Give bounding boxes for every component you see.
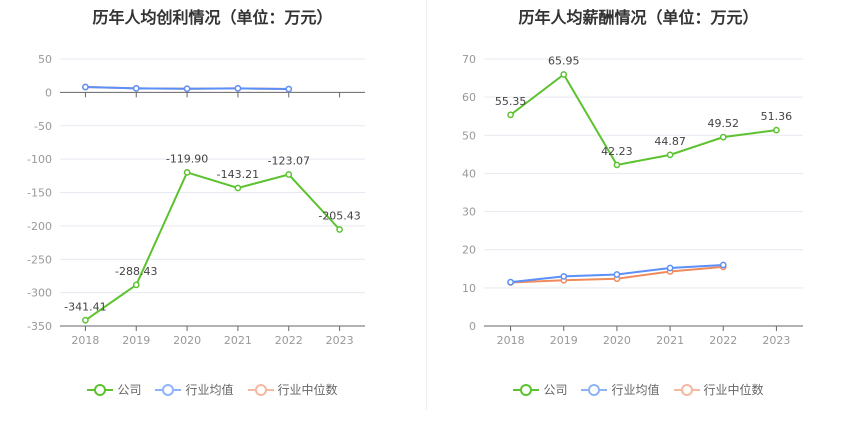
data-point	[507, 111, 514, 119]
x-tick-label: 2019	[122, 334, 150, 347]
data-point	[666, 264, 674, 272]
x-tick-label: 2019	[550, 334, 578, 347]
data-point	[132, 85, 140, 92]
data-label: -205.43	[318, 209, 360, 222]
profit-chart-panel: 历年人均创利情况（单位：万元） 50 0 -50 -100 -150 -200 -250 -3…	[0, 8, 425, 398]
x-tick-label: 2023	[326, 334, 354, 347]
data-point	[183, 169, 191, 176]
y-tick-label: -50	[34, 120, 52, 133]
data-point	[82, 83, 89, 91]
salary-chart-plot: 70 60 50 40 30 20 10 0 2018 2019 2020 2021 2022 2023 5…	[462, 53, 803, 347]
legend-company-marker-icon	[87, 383, 114, 397]
y-tick-label: -150	[27, 187, 52, 200]
y-tick-label: -250	[27, 253, 52, 266]
x-tick-label: 2022	[275, 334, 303, 347]
data-point	[560, 273, 568, 280]
chart-title: 历年人均创利情况（单位：万元）	[92, 8, 333, 27]
legend-label: 行业中位数	[277, 383, 338, 397]
legend-median-marker-icon	[247, 383, 274, 397]
legend-label: 行业均值	[611, 383, 660, 397]
legend-label: 公司	[117, 383, 142, 397]
legend-company-marker-icon	[513, 383, 540, 397]
x-tick-label: 2020	[173, 334, 201, 347]
series-line-0	[84, 171, 341, 322]
y-tick-label: 10	[462, 282, 476, 295]
x-tick-label: 2020	[603, 334, 631, 347]
chart-title: 历年人均薪酬情况（单位：万元）	[518, 8, 759, 27]
data-label: -288.43	[115, 265, 157, 278]
salary-chart-panel: 历年人均薪酬情况（单位：万元） 70 60 50 40 30 20 10 0 2018 2019 2…	[427, 0, 850, 437]
y-tick-label: 0	[45, 86, 52, 99]
data-label: -123.07	[268, 155, 310, 168]
legend-label: 行业中位数	[703, 383, 764, 397]
data-label: -119.90	[166, 152, 208, 165]
y-tick-label: -100	[27, 153, 52, 166]
y-tick-label: -300	[27, 287, 52, 300]
data-label: 49.52	[708, 117, 740, 130]
legend-label: 行业均值	[185, 383, 234, 397]
legend-item-company[interactable]: 公司	[87, 381, 141, 398]
profit-chart-plot: 50 0 -50 -100 -150 -200 -250 -300 -350 2018 2019 20…	[27, 53, 365, 347]
x-tick-label: 2021	[656, 334, 684, 347]
data-point	[719, 261, 727, 269]
legend-median-marker-icon	[673, 383, 700, 397]
series-line-0	[509, 72, 777, 167]
y-tick-label: 50	[462, 129, 476, 142]
legend-label: 公司	[543, 383, 568, 397]
x-tick-label: 2018	[71, 334, 99, 347]
data-point	[613, 161, 621, 169]
data-label: -143.21	[217, 168, 259, 181]
panel-divider	[426, 0, 427, 410]
data-label: 44.87	[654, 135, 686, 148]
data-point	[507, 278, 514, 286]
y-tick-label: 40	[462, 167, 476, 180]
legend-item-industry-median[interactable]: 行业中位数	[673, 381, 764, 398]
data-label: 65.95	[548, 54, 580, 67]
legend-item-industry-median[interactable]: 行业中位数	[247, 381, 338, 398]
data-point	[773, 126, 780, 134]
data-point	[336, 226, 343, 233]
y-tick-label: 0	[469, 320, 476, 333]
y-tick-label: 70	[462, 53, 476, 66]
x-tick-label: 2023	[762, 334, 790, 347]
y-tick-label: 60	[462, 91, 476, 104]
y-tick-label: -200	[27, 220, 52, 233]
legend-item-industry-mean[interactable]: 行业均值	[155, 381, 234, 398]
x-tick-label: 2018	[497, 334, 525, 347]
x-tick-label: 2022	[709, 334, 737, 347]
data-point	[82, 316, 89, 324]
x-tick-label: 2021	[224, 334, 252, 347]
legend-mean-marker-icon	[155, 383, 182, 397]
data-point	[719, 133, 727, 141]
data-point	[285, 85, 293, 93]
data-point	[234, 85, 242, 92]
data-label: -341.41	[64, 300, 106, 313]
legend-item-company[interactable]: 公司	[513, 381, 567, 398]
data-point	[560, 71, 568, 78]
data-label: 55.35	[495, 95, 526, 108]
legend-mean-marker-icon	[581, 383, 608, 397]
y-tick-label: 30	[462, 206, 476, 219]
chart-legend: 公司 行业均值 行业中位数	[427, 381, 850, 398]
data-point	[234, 184, 242, 192]
legend-item-industry-mean[interactable]: 行业均值	[581, 381, 660, 398]
y-tick-label: -350	[27, 320, 52, 333]
y-tick-label: 20	[462, 244, 476, 257]
chart-legend: 公司 行业均值 行业中位数	[0, 381, 425, 398]
data-point	[613, 271, 621, 278]
data-point	[285, 171, 293, 178]
data-point	[132, 281, 140, 289]
y-tick-label: 50	[38, 53, 52, 66]
data-label: 51.36	[761, 110, 793, 123]
data-point	[183, 85, 191, 93]
data-label: 42.23	[601, 145, 633, 158]
data-point	[666, 151, 674, 159]
